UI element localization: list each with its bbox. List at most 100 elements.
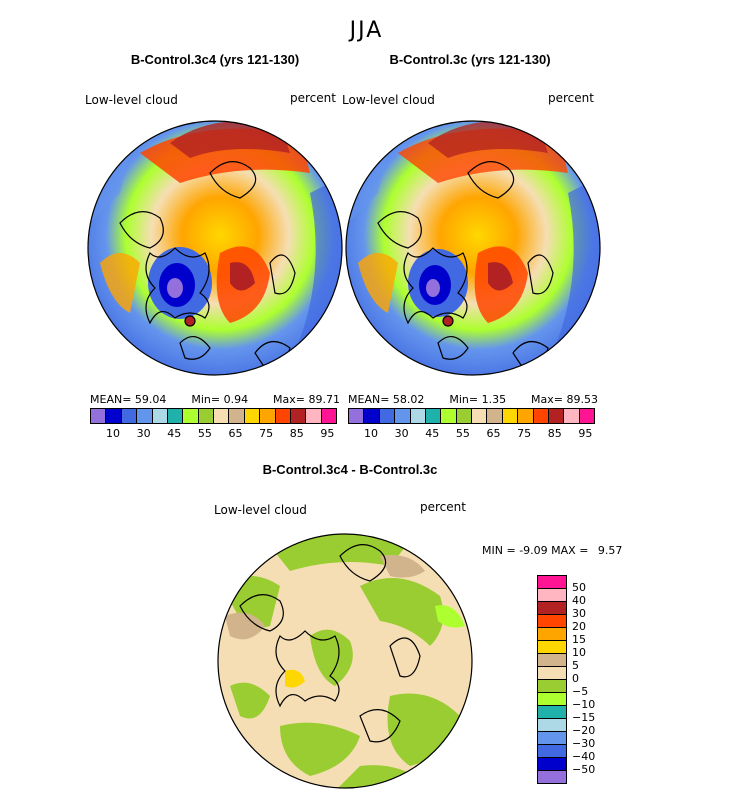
colorbar-tick-label: 30 <box>394 427 409 440</box>
colorbar-tick-label: 75 <box>259 427 274 440</box>
colorbar-tick-label: 45 <box>425 427 440 440</box>
colorbar-swatch <box>137 409 153 423</box>
colorbar-tick-label: 95 <box>320 427 335 440</box>
colorbar-swatch <box>538 667 566 680</box>
colorbar-swatch <box>487 409 503 423</box>
colorbar-swatch <box>538 654 566 667</box>
colorbar-tick-label: −15 <box>572 711 596 724</box>
colorbar-swatch <box>229 409 245 423</box>
diff-stats: MIN = -9.09 MAX = 9.57 <box>482 544 622 557</box>
panel1-units: percent <box>290 91 336 105</box>
panel1-mean: 59.04 <box>134 393 167 406</box>
colorbar-tick-label: 0 <box>572 672 579 685</box>
colorbar-swatch <box>121 409 138 423</box>
colorbar-swatch <box>425 409 442 423</box>
colorbar-swatch <box>502 409 519 423</box>
colorbar-swatch <box>538 589 566 602</box>
colorbar-swatch <box>91 409 107 423</box>
colorbar-tick-label: 10 <box>105 427 120 440</box>
diff-max-label: MAX = <box>551 544 589 557</box>
panel2-mean-label: MEAN= <box>348 393 390 406</box>
colorbar-tick-label: 45 <box>167 427 182 440</box>
colorbar-swatch <box>472 409 488 423</box>
colorbar-tick-label: 85 <box>547 427 562 440</box>
diff-units: percent <box>420 500 466 514</box>
panel2-stats: MEAN= 58.02 Min= 1.35 Max= 89.53 <box>348 393 598 406</box>
colorbar-swatch <box>538 615 566 628</box>
diff-max: 9.57 <box>597 544 623 557</box>
colorbar-tick-label: −10 <box>572 698 596 711</box>
colorbar-swatch <box>290 409 307 423</box>
colorbar-swatch <box>538 576 566 589</box>
colorbar-swatch <box>518 409 534 423</box>
colorbar-tick-label: 95 <box>578 427 593 440</box>
colorbar-swatch <box>214 409 230 423</box>
colorbar-tick-label: −40 <box>572 750 596 763</box>
colorbar-swatch <box>106 409 122 423</box>
panel2-title: B-Control.3c (yrs 121-130) <box>389 52 551 67</box>
panel1-title: B-Control.3c4 (yrs 121-130) <box>130 52 300 67</box>
colorbar-swatch <box>538 680 566 693</box>
colorbar-tick-label: 30 <box>136 427 151 440</box>
colorbar-swatch <box>538 745 566 758</box>
panel2-colorbar <box>348 408 595 424</box>
colorbar-swatch <box>441 409 457 423</box>
panel1-colorbar <box>90 408 337 424</box>
colorbar-tick-label: 40 <box>572 594 586 607</box>
colorbar-swatch <box>538 771 566 783</box>
panel1-min-label: Min= <box>191 393 221 406</box>
panel1-mean-label: MEAN= <box>90 393 132 406</box>
colorbar-tick-label: 10 <box>572 646 586 659</box>
colorbar-swatch <box>538 732 566 745</box>
colorbar-swatch <box>244 409 261 423</box>
panel2-max-label: Max= <box>531 393 563 406</box>
panel1-field-label: Low-level cloud <box>85 93 178 107</box>
panel2-field-label: Low-level cloud <box>342 93 435 107</box>
colorbar-tick-label: 15 <box>572 633 586 646</box>
panel2-field-fill <box>346 121 600 375</box>
season-title: JJA <box>349 18 384 43</box>
colorbar-swatch <box>538 693 566 706</box>
colorbar-swatch <box>167 409 184 423</box>
panel2-max: 89.53 <box>566 393 598 406</box>
colorbar-swatch <box>538 602 566 615</box>
colorbar-swatch <box>306 409 322 423</box>
colorbar-tick-label: 30 <box>572 607 586 620</box>
colorbar-swatch <box>152 409 168 423</box>
colorbar-tick-label: 55 <box>197 427 212 440</box>
panel2-polar-map <box>345 120 601 376</box>
diff-field-label: Low-level cloud <box>214 503 307 517</box>
panel2-min-label: Min= <box>449 393 479 406</box>
colorbar-swatch <box>349 409 365 423</box>
panel2-units: percent <box>548 91 594 105</box>
diff-colorbar-labels: 50 40 30 20 15 10 5 0 −5 −10 −15 −20 −30 −40 −50 <box>572 575 612 783</box>
colorbar-swatch <box>183 409 199 423</box>
colorbar-swatch <box>364 409 380 423</box>
panel1-min: 0.94 <box>223 393 249 406</box>
colorbar-tick-label: 55 <box>455 427 470 440</box>
colorbar-swatch <box>533 409 549 423</box>
colorbar-swatch <box>395 409 411 423</box>
panel1-max-label: Max= <box>273 393 305 406</box>
colorbar-swatch <box>538 758 566 771</box>
colorbar-swatch <box>410 409 426 423</box>
colorbar-tick-label: −5 <box>572 685 589 698</box>
colorbar-tick-label: 75 <box>517 427 532 440</box>
colorbar-tick-label: 85 <box>289 427 304 440</box>
panel2-mean: 58.02 <box>392 393 425 406</box>
colorbar-tick-label: 20 <box>572 620 586 633</box>
colorbar-tick-label: −50 <box>572 763 596 776</box>
colorbar-swatch <box>379 409 396 423</box>
panel2-min: 1.35 <box>481 393 507 406</box>
panel1-stats: MEAN= 59.04 Min= 0.94 Max= 89.71 <box>90 393 340 406</box>
panel1-polar-map <box>87 120 343 376</box>
colorbar-tick-label: 65 <box>228 427 243 440</box>
diff-min: -9.09 <box>519 544 548 557</box>
diff-title: B-Control.3c4 - B-Control.3c <box>262 462 438 477</box>
diff-min-label: MIN = <box>482 544 516 557</box>
colorbar-swatch <box>456 409 472 423</box>
colorbar-swatch <box>260 409 276 423</box>
colorbar-tick-label: 65 <box>486 427 501 440</box>
colorbar-swatch <box>564 409 580 423</box>
panel1-field-fill <box>88 121 342 375</box>
